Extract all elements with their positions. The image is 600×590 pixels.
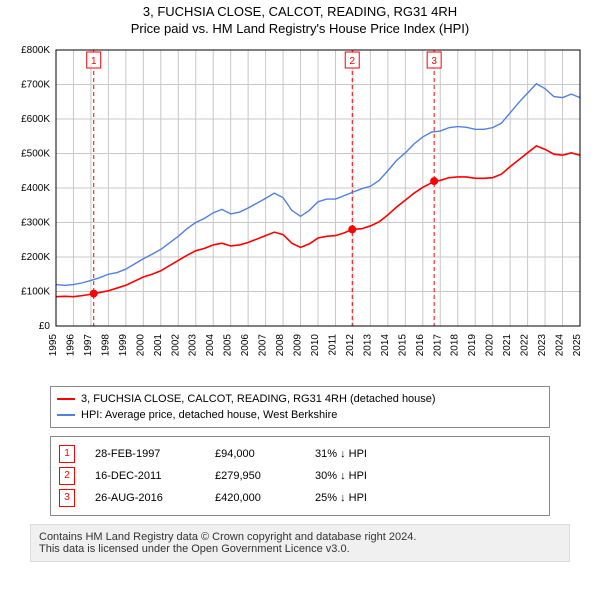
svg-text:2007: 2007: [258, 334, 269, 357]
svg-text:1996: 1996: [65, 334, 76, 357]
svg-text:2017: 2017: [432, 334, 443, 357]
svg-text:1995: 1995: [48, 334, 59, 357]
svg-text:£200K: £200K: [21, 252, 50, 263]
svg-text:£400K: £400K: [21, 183, 50, 194]
footer-line: This data is licensed under the Open Gov…: [39, 543, 561, 555]
svg-text:2002: 2002: [170, 334, 181, 357]
event-price: £420,000: [215, 487, 295, 509]
svg-text:2012: 2012: [345, 334, 356, 357]
svg-text:2015: 2015: [397, 334, 408, 357]
svg-text:2014: 2014: [380, 334, 391, 357]
svg-text:2000: 2000: [135, 334, 146, 357]
legend-label: HPI: Average price, detached house, West…: [81, 407, 337, 423]
event-marker-box: 2: [59, 467, 75, 485]
chart-title-block: 3, FUCHSIA CLOSE, CALCOT, READING, RG31 …: [0, 0, 600, 36]
svg-text:2013: 2013: [362, 334, 373, 357]
svg-text:2020: 2020: [485, 334, 496, 357]
svg-text:1: 1: [91, 56, 97, 67]
legend-swatch: [57, 414, 75, 416]
event-date: 16-DEC-2011: [95, 465, 195, 487]
svg-text:£800K: £800K: [21, 45, 50, 56]
svg-text:2025: 2025: [572, 334, 583, 357]
svg-text:2019: 2019: [467, 334, 478, 357]
svg-text:2: 2: [349, 56, 355, 67]
legend-label: 3, FUCHSIA CLOSE, CALCOT, READING, RG31 …: [81, 391, 436, 407]
svg-text:2023: 2023: [537, 334, 548, 357]
svg-text:1997: 1997: [83, 334, 94, 357]
footer-line: Contains HM Land Registry data © Crown c…: [39, 531, 561, 543]
attribution-footer: Contains HM Land Registry data © Crown c…: [30, 524, 570, 562]
svg-text:£500K: £500K: [21, 149, 50, 160]
svg-text:£100K: £100K: [21, 287, 50, 298]
svg-text:£700K: £700K: [21, 80, 50, 91]
svg-text:2006: 2006: [240, 334, 251, 357]
svg-text:2024: 2024: [555, 334, 566, 357]
event-row: 2 16-DEC-2011 £279,950 30% ↓ HPI: [59, 465, 541, 487]
svg-text:2011: 2011: [327, 334, 338, 356]
svg-text:1998: 1998: [100, 334, 111, 357]
event-diff: 30% ↓ HPI: [315, 465, 367, 487]
events-table: 1 28-FEB-1997 £94,000 31% ↓ HPI 2 16-DEC-2011…: [50, 436, 550, 516]
event-price: £279,950: [215, 465, 295, 487]
svg-text:2003: 2003: [188, 334, 199, 357]
event-date: 26-AUG-2016: [95, 487, 195, 509]
svg-text:2005: 2005: [223, 334, 234, 357]
svg-text:1999: 1999: [118, 334, 129, 357]
svg-text:2004: 2004: [205, 334, 216, 357]
event-row: 1 28-FEB-1997 £94,000 31% ↓ HPI: [59, 443, 541, 465]
event-marker-box: 1: [59, 445, 75, 463]
svg-text:2016: 2016: [415, 334, 426, 357]
legend-swatch: [57, 398, 75, 400]
svg-text:2010: 2010: [310, 334, 321, 357]
svg-text:£0: £0: [39, 321, 51, 332]
svg-text:2022: 2022: [520, 334, 531, 357]
line-chart-svg: £0 £100K £200K £300K £400K £500K £600K £700K £80…: [10, 42, 590, 382]
chart-title-line1: 3, FUCHSIA CLOSE, CALCOT, READING, RG31 …: [0, 4, 600, 19]
svg-text:2021: 2021: [502, 334, 513, 357]
event-price: £94,000: [215, 443, 295, 465]
svg-text:£300K: £300K: [21, 218, 50, 229]
legend-item: 3, FUCHSIA CLOSE, CALCOT, READING, RG31 …: [57, 391, 543, 407]
event-diff: 31% ↓ HPI: [315, 443, 367, 465]
svg-text:2018: 2018: [450, 334, 461, 357]
legend: 3, FUCHSIA CLOSE, CALCOT, READING, RG31 …: [50, 386, 550, 428]
event-row: 3 26-AUG-2016 £420,000 25% ↓ HPI: [59, 487, 541, 509]
chart-area: £0 £100K £200K £300K £400K £500K £600K £700K £80…: [10, 42, 590, 382]
svg-text:3: 3: [431, 56, 437, 67]
event-date: 28-FEB-1997: [95, 443, 195, 465]
svg-text:£600K: £600K: [21, 114, 50, 125]
svg-text:2008: 2008: [275, 334, 286, 357]
legend-item: HPI: Average price, detached house, West…: [57, 407, 543, 423]
svg-text:2001: 2001: [153, 334, 164, 357]
svg-text:2009: 2009: [293, 334, 304, 357]
chart-title-line2: Price paid vs. HM Land Registry's House …: [0, 21, 600, 36]
event-diff: 25% ↓ HPI: [315, 487, 367, 509]
event-marker-box: 3: [59, 489, 75, 507]
